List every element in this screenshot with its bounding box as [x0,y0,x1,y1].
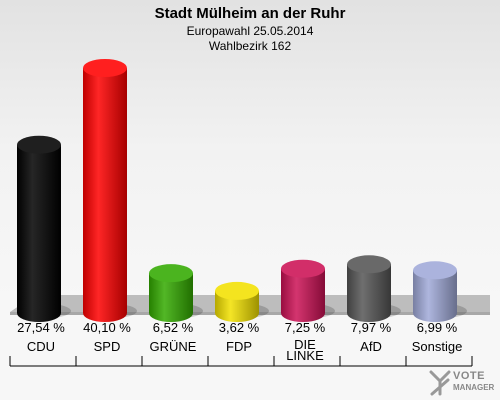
category-label-line: FDP [226,339,252,354]
value-label: 7,25 % [284,320,326,335]
logo-text-vote: VOTE [453,370,485,382]
bar-top [149,264,193,283]
chart-subtitle: Europawahl 25.05.2014 [186,24,314,38]
bar-die-linke [281,268,325,322]
category-label-line: LINKE [286,348,324,363]
bar-top [413,261,457,280]
category-label: SPD [72,339,142,354]
value-label: 7,97 % [350,320,392,335]
value-label: 3,62 % [218,320,260,335]
logo-mark-icon [429,370,451,396]
bar-top [281,259,325,278]
bar-spd [83,68,127,322]
category-label: FDP [204,339,274,354]
bar-cdu [17,144,61,322]
logo-text-manager: MANAGER [453,383,495,392]
category-label-line: GRÜNE [149,339,197,354]
category-label: CDU [6,339,76,354]
chart-title: Stadt Mülheim an der Ruhr [154,5,346,22]
value-label: 27,54 % [17,320,65,335]
value-label: 40,10 % [83,320,131,335]
category-label-line: AfD [360,339,382,354]
category-label-line: DIE [294,337,316,352]
category-label-line: CDU [26,339,56,354]
bar-afd [347,264,391,322]
bar-top [17,135,61,154]
category-label-line: Sonstige [411,339,463,354]
bar-sonstige [413,270,457,322]
category-label-line: SPD [93,339,121,354]
category-label: GRÜNE [138,339,208,354]
bar-grüne [149,273,193,322]
value-label: 6,99 % [416,320,458,335]
value-label: 6,52 % [152,320,194,335]
bar-top [347,255,391,274]
bar-top [83,59,127,77]
category-label: DIE LINKE [270,337,340,363]
category-label: Sonstige [402,339,472,354]
category-label: AfD [336,339,406,354]
chart-district: Wahlbezirk 162 [208,39,292,53]
bar-top [215,281,259,300]
vote-manager-logo: VOTE MANAGER [428,367,498,397]
